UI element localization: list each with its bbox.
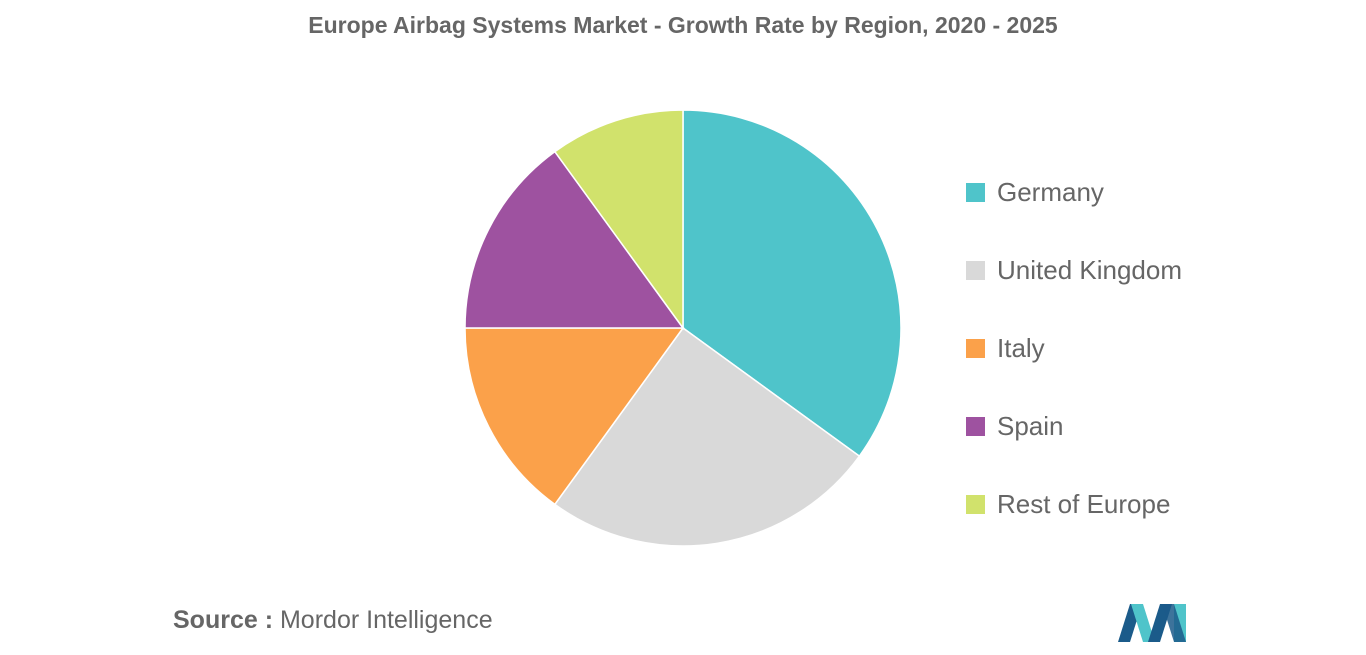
source-text: Mordor Intelligence (279, 606, 493, 634)
mordor-intelligence-logo-icon (1118, 604, 1186, 642)
legend-swatch-united-kingdom (966, 260, 985, 280)
pie-slice-rest-of-europe (553, 109, 684, 331)
source-label: Source : (173, 606, 274, 634)
pie-slice-germany (682, 109, 902, 458)
legend-label-spain: Spain (997, 410, 1064, 441)
legend-label-united-kingdom: United Kingdom (997, 254, 1182, 285)
legend-swatch-germany (966, 182, 985, 202)
chart-title: Europe Airbag Systems Market - Growth Ra… (308, 12, 1058, 38)
legend-label-italy: Italy (997, 332, 1045, 363)
legend-item-italy: Italy (966, 309, 1182, 387)
legend-swatch-spain (966, 416, 985, 436)
pie-slice-united-kingdom (553, 326, 861, 547)
pie-slice-italy (464, 327, 685, 506)
legend-label-rest-of-europe: Rest of Europe (997, 488, 1171, 519)
chart-legend: Germany United Kingdom Italy Spain Rest of E… (966, 153, 1182, 543)
source-note: Source : Mordor Intelligence (173, 606, 493, 635)
legend-item-spain: Spain (966, 387, 1182, 465)
legend-item-rest-of-europe: Rest of Europe (966, 465, 1182, 543)
pie-slice-spain (464, 150, 685, 329)
legend-item-united-kingdom: United Kingdom (966, 231, 1182, 309)
legend-label-germany: Germany (997, 176, 1104, 207)
legend-swatch-italy (966, 338, 985, 358)
legend-swatch-rest-of-europe (966, 494, 985, 514)
legend-item-germany: Germany (966, 153, 1182, 231)
